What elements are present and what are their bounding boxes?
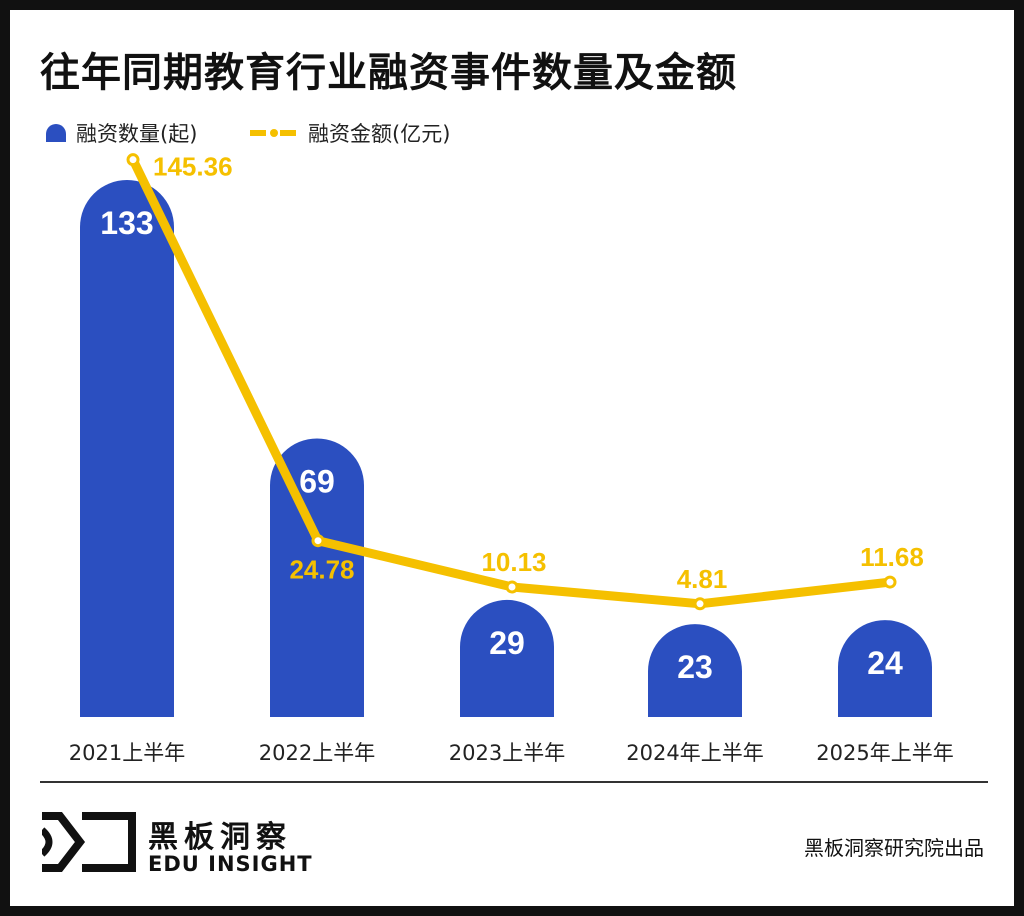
credit-text: 黑板洞察研究院出品 <box>804 836 984 860</box>
x-tick-label: 2024年上半年 <box>626 741 763 765</box>
amount-value-label: 24.78 <box>289 555 354 585</box>
bar-value-label: 24 <box>867 645 903 681</box>
bar <box>460 599 554 717</box>
bar-value-label: 29 <box>489 625 525 661</box>
x-tick-label: 2025年上半年 <box>816 741 953 765</box>
amount-value-label: 145.36 <box>153 152 233 182</box>
amount-value-label: 4.81 <box>677 564 728 594</box>
legend-bar-swatch-icon <box>46 124 66 142</box>
bar <box>648 624 742 717</box>
edu-insight-logo-icon <box>42 812 136 872</box>
brand-name-cn: 黑板洞察 <box>148 820 292 855</box>
legend-line-swatch-icon <box>250 129 296 137</box>
chart-background <box>10 10 1014 906</box>
legend-label-count: 融资数量(起) <box>76 122 198 146</box>
bar-value-label: 23 <box>677 649 713 685</box>
x-tick-label: 2022上半年 <box>259 741 375 765</box>
amount-point <box>311 534 325 548</box>
bar <box>80 180 174 717</box>
amount-value-label: 10.13 <box>481 547 546 577</box>
legend-label-amount: 融资金额(亿元) <box>308 122 451 146</box>
amount-point <box>126 153 140 167</box>
legend-item-count: 融资数量(起) <box>46 118 197 148</box>
amount-point <box>505 580 519 594</box>
amount-line <box>128 157 891 609</box>
amount-point <box>693 597 707 611</box>
bar <box>838 620 932 717</box>
legend-item-amount: 融资金额(亿元) <box>250 118 450 148</box>
footer-divider <box>40 781 988 783</box>
chart-title: 往年同期教育行业融资事件数量及金额 <box>40 50 737 96</box>
x-tick-label: 2021上半年 <box>69 741 185 765</box>
x-tick-label: 2023上半年 <box>449 741 565 765</box>
bar <box>270 438 364 717</box>
bar-value-label: 133 <box>100 205 153 241</box>
bar-value-label: 69 <box>299 463 335 499</box>
brand-name-en: EDU INSIGHT <box>148 852 313 876</box>
amount-value-label: 11.68 <box>860 542 924 572</box>
amount-point <box>883 575 897 589</box>
